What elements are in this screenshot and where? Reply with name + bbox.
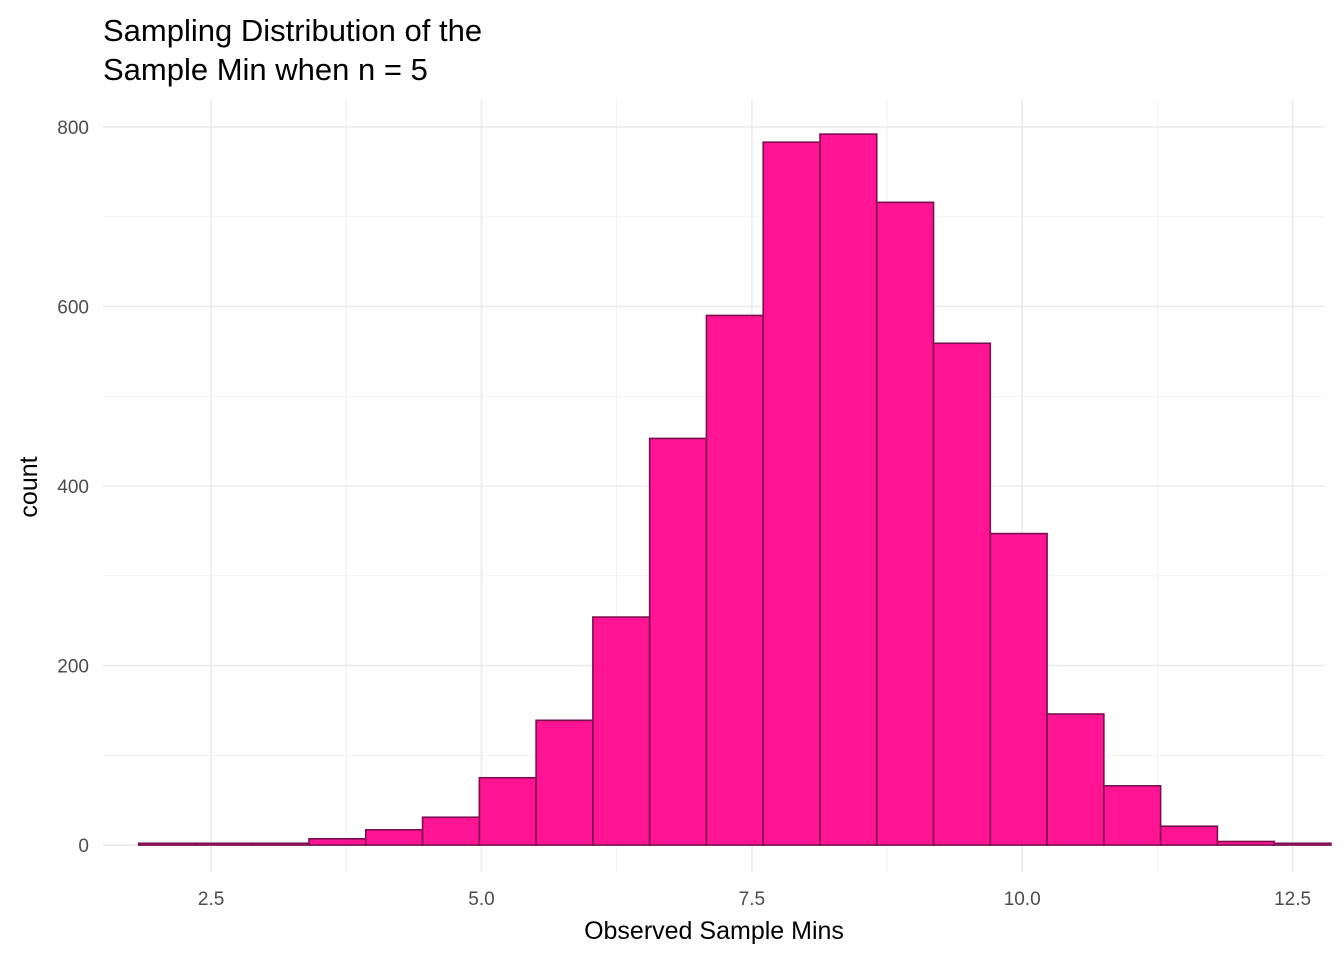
histogram-bar [1103,785,1162,846]
histogram-bar [1046,713,1105,846]
x-tick-label: 2.5 [198,889,224,910]
y-axis-title: count [15,456,43,517]
histogram-bar [308,837,367,846]
x-axis-title: Observed Sample Mins [584,917,844,945]
x-tick-label: 12.5 [1274,889,1311,910]
y-tick-label: 800 [57,118,89,139]
histogram-bar [1273,842,1332,846]
y-axis-ticks: 0 200 400 600 800 [57,118,89,857]
x-tick-label: 5.0 [468,889,494,910]
histogram-bar [648,437,708,846]
histogram-bar [1159,825,1219,846]
chart-title-line-2: Sample Min when n = 5 [103,52,428,87]
histogram-bar [819,133,878,846]
histogram-bar [932,342,992,846]
histogram-bar [989,532,1048,846]
histogram-bar [1216,840,1275,846]
histogram-bar [364,829,424,846]
histogram-bar [478,776,537,846]
histogram-bar [705,314,765,846]
histogram-bar [194,842,254,846]
histogram-bar [251,842,310,846]
histogram-bar [535,719,594,846]
y-tick-label: 600 [57,297,89,318]
histogram-bar [875,201,935,846]
x-axis-ticks: 2.5 5.0 7.5 10.0 12.5 [198,889,1311,910]
y-tick-label: 0 [78,836,89,857]
x-tick-label: 10.0 [1004,889,1041,910]
y-tick-label: 200 [57,657,89,678]
y-tick-label: 400 [57,477,89,498]
histogram-bars [137,133,1332,846]
histogram-bar [137,842,197,846]
chart-title-line-1: Sampling Distribution of the [103,13,482,48]
histogram-bar [762,141,821,846]
histogram-bar [592,616,651,846]
x-tick-label: 7.5 [739,889,765,910]
histogram-bar [421,816,481,846]
